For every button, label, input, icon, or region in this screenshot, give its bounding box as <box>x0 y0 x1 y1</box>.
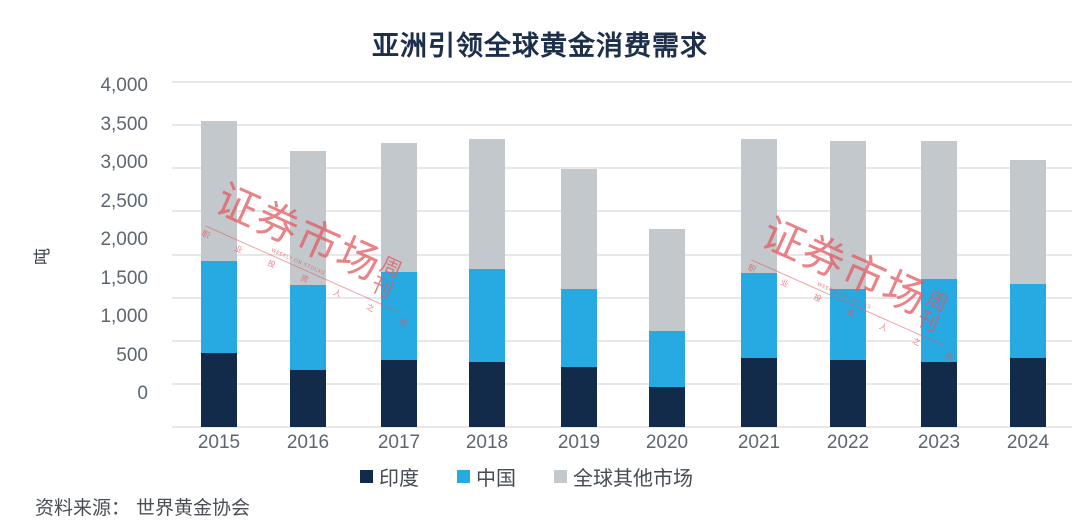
bar-2023 <box>921 140 957 427</box>
y-tick-label: 3,500 <box>100 113 148 135</box>
x-tick-label: 2021 <box>737 432 781 453</box>
bar-2016 <box>290 151 326 427</box>
y-tick-label: 1,500 <box>100 267 148 289</box>
x-tick-label: 2024 <box>1006 432 1050 453</box>
bar-segment-other <box>290 151 326 285</box>
bar-segment-india <box>921 362 957 427</box>
bar-segment-other <box>381 143 417 272</box>
legend-label: 中国 <box>476 466 516 490</box>
legend-item: 中国 <box>457 462 516 491</box>
bar-segment-china <box>290 284 326 371</box>
bar-segment-china <box>469 269 505 363</box>
legend-swatch-icon <box>457 470 470 483</box>
bar-2020 <box>649 228 685 427</box>
y-tick-label: 4,000 <box>100 75 148 96</box>
bar-2017 <box>381 143 417 427</box>
bar-2019 <box>561 169 597 427</box>
bar-segment-china <box>381 271 417 360</box>
x-tick-label: 2019 <box>557 432 601 453</box>
chart-title: 亚洲引领全球黄金消费需求 <box>372 31 708 62</box>
y-axis-unit-label: 吨 <box>33 248 53 265</box>
bar-segment-china <box>201 261 237 353</box>
bar-segment-other <box>921 140 957 279</box>
gridline <box>172 167 1072 170</box>
gridline <box>172 124 1072 127</box>
bar-2022 <box>830 140 866 427</box>
bar-segment-india <box>469 362 505 427</box>
x-tick-label: 2022 <box>826 432 870 453</box>
legend-item: 印度 <box>360 462 419 491</box>
gridline <box>172 210 1072 213</box>
bar-2024 <box>1010 160 1046 427</box>
gridline <box>172 339 1072 342</box>
y-tick-label: 0 <box>137 383 148 404</box>
x-tick-label: 2018 <box>465 432 509 453</box>
bar-segment-other <box>201 120 237 262</box>
bar-segment-china <box>830 289 866 360</box>
bar-segment-other <box>649 228 685 332</box>
legend-label: 全球其他市场 <box>573 466 693 490</box>
bar-segment-india <box>381 359 417 427</box>
x-tick-label: 2016 <box>286 432 330 453</box>
y-tick-label: 1,000 <box>100 306 148 327</box>
bar-segment-india <box>561 367 597 427</box>
bar-segment-china <box>741 272 777 358</box>
x-tick-label: 2015 <box>197 432 241 453</box>
bar-segment-india <box>741 357 777 427</box>
gridline <box>172 382 1072 385</box>
bar-2021 <box>741 138 777 427</box>
legend-item: 全球其他市场 <box>554 462 693 491</box>
bar-segment-other <box>469 138 505 270</box>
y-tick-label: 500 <box>116 344 148 366</box>
y-tick-label: 2,500 <box>100 190 148 212</box>
y-tick-label: 3,000 <box>100 152 148 173</box>
bar-2015 <box>201 120 237 427</box>
bar-segment-india <box>649 387 685 427</box>
x-tick-label: 2017 <box>377 432 421 453</box>
legend-swatch-icon <box>554 470 567 483</box>
bar-segment-other <box>830 140 866 289</box>
bar-2018 <box>469 138 505 427</box>
gridline <box>172 426 1072 428</box>
gridline <box>172 296 1072 299</box>
y-tick-label: 2,000 <box>100 229 148 250</box>
gridline <box>172 253 1072 256</box>
bar-segment-china <box>561 289 597 368</box>
bar-segment-india <box>290 370 326 427</box>
bar-segment-india <box>201 352 237 427</box>
x-tick-label: 2020 <box>645 432 689 453</box>
bar-segment-india <box>830 359 866 427</box>
legend-label: 印度 <box>379 466 419 490</box>
bar-segment-other <box>741 138 777 273</box>
gridline <box>172 81 1072 83</box>
bar-segment-china <box>649 331 685 388</box>
x-tick-label: 2023 <box>917 432 961 453</box>
bar-segment-china <box>921 278 957 363</box>
source-note: 资料来源： 世界黄金协会 <box>35 497 251 519</box>
bar-segment-other <box>561 169 597 289</box>
bar-segment-other <box>1010 160 1046 284</box>
legend: 印度 中国 全球其他市场 <box>360 462 731 491</box>
bar-segment-china <box>1010 283 1046 358</box>
bar-segment-india <box>1010 357 1046 427</box>
legend-swatch-icon <box>360 470 373 483</box>
